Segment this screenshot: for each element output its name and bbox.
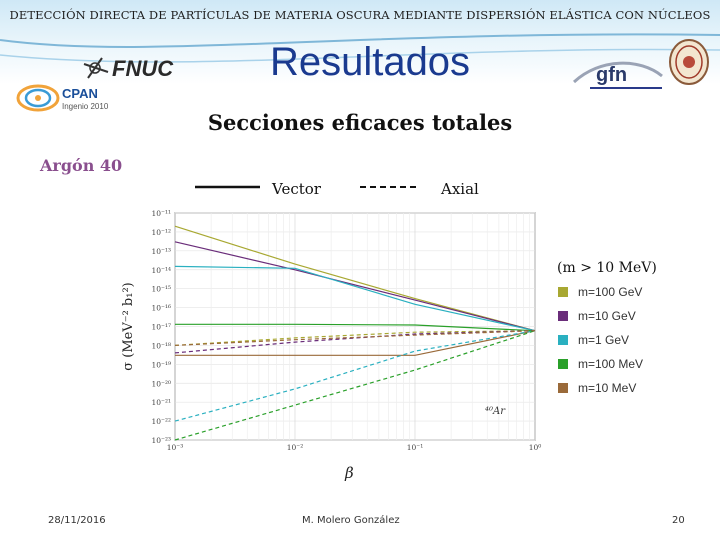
- legend-label: m=100 MeV: [578, 357, 644, 371]
- cpan-logo-icon: [16, 84, 60, 112]
- mass-legend-title: (m > 10 MeV): [557, 260, 657, 276]
- fnuc-logo-icon: [83, 57, 109, 79]
- series-line-solid-0: [174, 225, 536, 332]
- legend-label: m=1 GeV: [578, 333, 630, 347]
- y-tick-label: 10⁻¹⁹: [151, 360, 171, 369]
- chart-annotation: ⁴⁰Ar: [485, 406, 506, 417]
- slide-title: Resultados: [269, 40, 471, 84]
- x-tick-label: 10⁻¹: [407, 443, 424, 452]
- series-line-solid-2: [174, 265, 536, 332]
- y-tick-label: 10⁻¹¹: [151, 209, 171, 218]
- vector-legend-label: Vector: [272, 180, 321, 198]
- y-tick-label: 10⁻¹²: [151, 228, 171, 237]
- y-tick-label: 10⁻¹⁵: [151, 285, 171, 294]
- x-tick-label: 10⁻³: [167, 443, 184, 452]
- gfn-logo: gfn: [570, 56, 665, 92]
- series-line-dashed-7: [174, 330, 536, 422]
- y-tick-label: 10⁻²²: [151, 417, 171, 426]
- y-tick-label: 10⁻²³: [151, 436, 171, 445]
- footer-author: M. Molero González: [302, 515, 400, 526]
- y-tick-label: 10⁻¹⁶: [151, 304, 171, 313]
- footer-page-number: 20: [672, 515, 685, 526]
- legend-swatch: [558, 383, 568, 393]
- gfn-logo-icon: [572, 61, 663, 89]
- series-line-solid-3: [175, 323, 536, 332]
- element-label: Argón 40: [40, 156, 123, 175]
- x-tick-label: 10⁰: [529, 443, 542, 452]
- y-tick-label: 10⁻²⁰: [151, 379, 171, 388]
- gfn-logo-text: gfn: [596, 64, 628, 86]
- axial-legend-label: Axial: [441, 180, 479, 198]
- y-tick-label: 10⁻¹⁴: [151, 266, 171, 275]
- series-line-solid-4: [175, 330, 536, 356]
- cpan-logo: CPAN Ingenio 2010: [16, 80, 126, 114]
- fnuc-logo-text: FNUC: [112, 56, 174, 81]
- header-wave-decoration: [0, 33, 720, 63]
- legend-label: m=10 MeV: [578, 381, 637, 395]
- legend-swatch: [558, 359, 568, 369]
- footer-date: 28/11/2016: [48, 515, 106, 526]
- legend-swatch: [558, 287, 568, 297]
- x-tick-label: 10⁻²: [287, 443, 304, 452]
- presentation-title: DETECCIÓN DIRECTA DE PARTÍCULAS DE MATER…: [9, 8, 711, 22]
- legend-swatch: [558, 311, 568, 321]
- fnuc-logo: FNUC: [82, 54, 174, 84]
- series-line-solid-1: [174, 241, 536, 332]
- y-tick-label: 10⁻¹⁷: [151, 323, 171, 332]
- y-tick-label: 10⁻¹⁸: [151, 341, 171, 350]
- cpan-logo-text: CPAN: [62, 86, 98, 101]
- cpan-logo-subtext: Ingenio 2010: [62, 102, 109, 111]
- line-style-legend: [195, 185, 420, 189]
- x-axis-label: β: [344, 464, 354, 482]
- y-axis-label: σ (MeV⁻² b₁²): [121, 282, 136, 371]
- header-background: [0, 0, 720, 120]
- section-subtitle: Secciones eficaces totales: [207, 110, 513, 135]
- legend-swatch: [558, 335, 568, 345]
- y-tick-label: 10⁻¹³: [151, 247, 171, 256]
- y-tick-label: 10⁻²¹: [151, 398, 171, 407]
- university-seal-icon: [669, 39, 709, 85]
- legend-label: m=10 GeV: [578, 309, 636, 323]
- legend-label: m=100 GeV: [578, 285, 643, 299]
